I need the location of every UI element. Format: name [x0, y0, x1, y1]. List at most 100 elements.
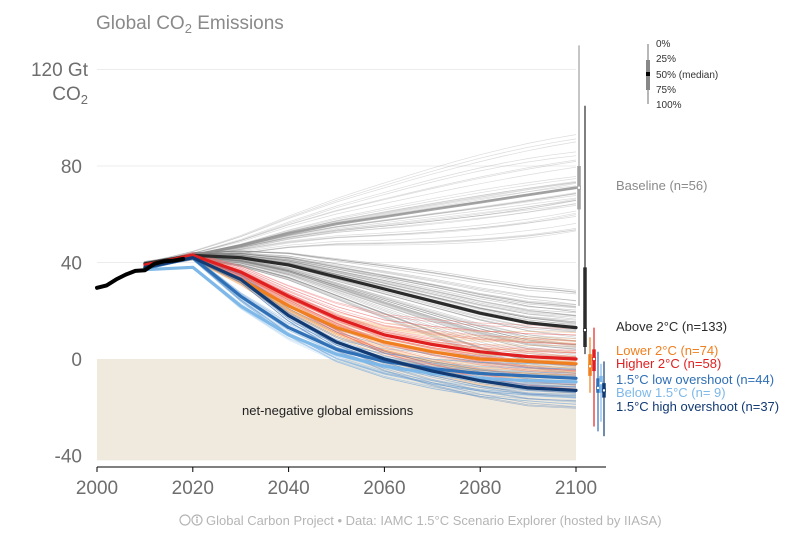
scenario-line	[144, 256, 577, 346]
scenario-line	[144, 255, 577, 365]
scenario-line	[144, 257, 577, 370]
y-tick-label: 0	[71, 350, 82, 371]
series-line-median	[143, 253, 578, 361]
legend-label: 1.5°C high overshoot (n=37)	[616, 399, 779, 414]
legend-label: Baseline (n=56)	[616, 178, 707, 193]
scenario-line	[144, 258, 577, 399]
scenario-line	[144, 256, 577, 384]
box-median	[602, 388, 606, 393]
scenario-line	[144, 256, 577, 350]
scenario-line	[144, 255, 577, 349]
series-line-median	[143, 265, 578, 384]
scenario-line	[144, 258, 577, 399]
scenario-line	[144, 255, 577, 348]
series-line-median	[143, 186, 578, 264]
scenario-line	[144, 203, 577, 263]
box-legend-label: 50% (median)	[656, 70, 718, 81]
scenario-line	[144, 252, 577, 329]
scenario-line	[144, 256, 577, 372]
scenario-line	[144, 253, 577, 307]
credit-line: Global Carbon Project • Data: IAMC 1.5°C…	[179, 513, 662, 528]
scenario-line	[144, 253, 577, 336]
legend-label: Above 2°C (n=133)	[616, 319, 727, 334]
legend-label: Higher 2°C (n=58)	[616, 356, 721, 371]
scenario-line	[144, 205, 577, 263]
series-line-median	[143, 256, 578, 392]
box-plots	[577, 45, 606, 437]
scenario-line	[144, 250, 577, 295]
box-legend: 0% 25% 50% (median) 75% 100%	[646, 39, 718, 111]
scenario-line	[144, 255, 577, 344]
scenario-line	[144, 253, 577, 342]
scenario-line	[144, 256, 577, 358]
scenario-line	[144, 250, 577, 291]
box-median	[599, 381, 603, 386]
box-legend-median	[646, 72, 650, 76]
scenario-line	[144, 259, 577, 405]
scenario-line	[144, 161, 577, 263]
scenario-line	[144, 259, 577, 383]
legend: Baseline (n=56) Above 2°C (n=133) Lower 2°…	[616, 178, 779, 414]
y-axis-ticks: 80 40 0 -40	[55, 157, 82, 468]
box-legend-label: 100%	[656, 100, 682, 111]
scenario-line	[144, 256, 577, 355]
scenario-line	[144, 159, 577, 263]
scenario-line	[144, 197, 577, 263]
scenario-line	[144, 256, 577, 346]
scenario-line	[144, 253, 577, 305]
scenario-line	[144, 255, 577, 342]
scenario-line	[144, 214, 577, 263]
x-axis-ticks: 2000 2020 2040 2060 2080 2100	[76, 467, 597, 499]
box-median	[577, 185, 581, 190]
scenario-line	[144, 253, 577, 309]
scenario-line	[144, 255, 577, 348]
scenario-line	[144, 256, 577, 361]
scenario-line	[144, 253, 577, 318]
scenario-line	[144, 257, 577, 358]
y-tick-label: -40	[55, 447, 82, 468]
scenario-line	[144, 258, 577, 397]
scenario-line	[144, 253, 577, 314]
box-legend-label: 75%	[656, 85, 676, 96]
x-tick-label: 2020	[172, 478, 214, 499]
scenario-line	[144, 253, 577, 316]
scenario-line	[144, 256, 577, 342]
box-legend-label: 0%	[656, 39, 671, 50]
series-line-median	[143, 253, 578, 330]
scenario-line	[144, 141, 577, 263]
scenario-line	[144, 252, 577, 301]
scenario-line	[144, 256, 577, 350]
x-tick-label: 2040	[267, 478, 309, 499]
scenario-line	[144, 253, 577, 345]
scenario-line	[144, 180, 577, 263]
cc-by-icon	[179, 514, 203, 526]
y-tick-label: 80	[61, 157, 82, 178]
scenario-line	[144, 253, 577, 311]
scenario-line	[144, 255, 577, 370]
scenario-line	[144, 256, 577, 353]
scenario-line	[144, 134, 577, 263]
scenario-line	[144, 251, 577, 293]
scenario-line	[144, 216, 577, 263]
scenario-line	[144, 258, 577, 377]
scenario-line	[144, 255, 577, 345]
box-median	[596, 386, 600, 390]
legend-label: Lower 2°C (n=74)	[616, 343, 718, 358]
scenario-line	[144, 253, 577, 308]
y-axis-label-top: 120 Gt	[31, 60, 89, 81]
x-tick-label: 2080	[459, 478, 501, 499]
scenario-line	[144, 253, 577, 317]
net-negative-label: net-negative global emissions	[242, 403, 414, 418]
box-median	[583, 328, 587, 332]
scenario-line	[144, 258, 577, 397]
scenario-line	[144, 259, 577, 405]
scenario-line	[144, 255, 577, 341]
scenario-line	[144, 252, 577, 336]
legend-label: Below 1.5°C (n= 9)	[616, 385, 726, 400]
scenario-line	[144, 151, 577, 263]
historical-line	[95, 256, 186, 290]
scenario-line	[144, 255, 577, 343]
scenario-line	[144, 252, 577, 302]
y-axis-label-unit: CO2	[52, 84, 88, 107]
